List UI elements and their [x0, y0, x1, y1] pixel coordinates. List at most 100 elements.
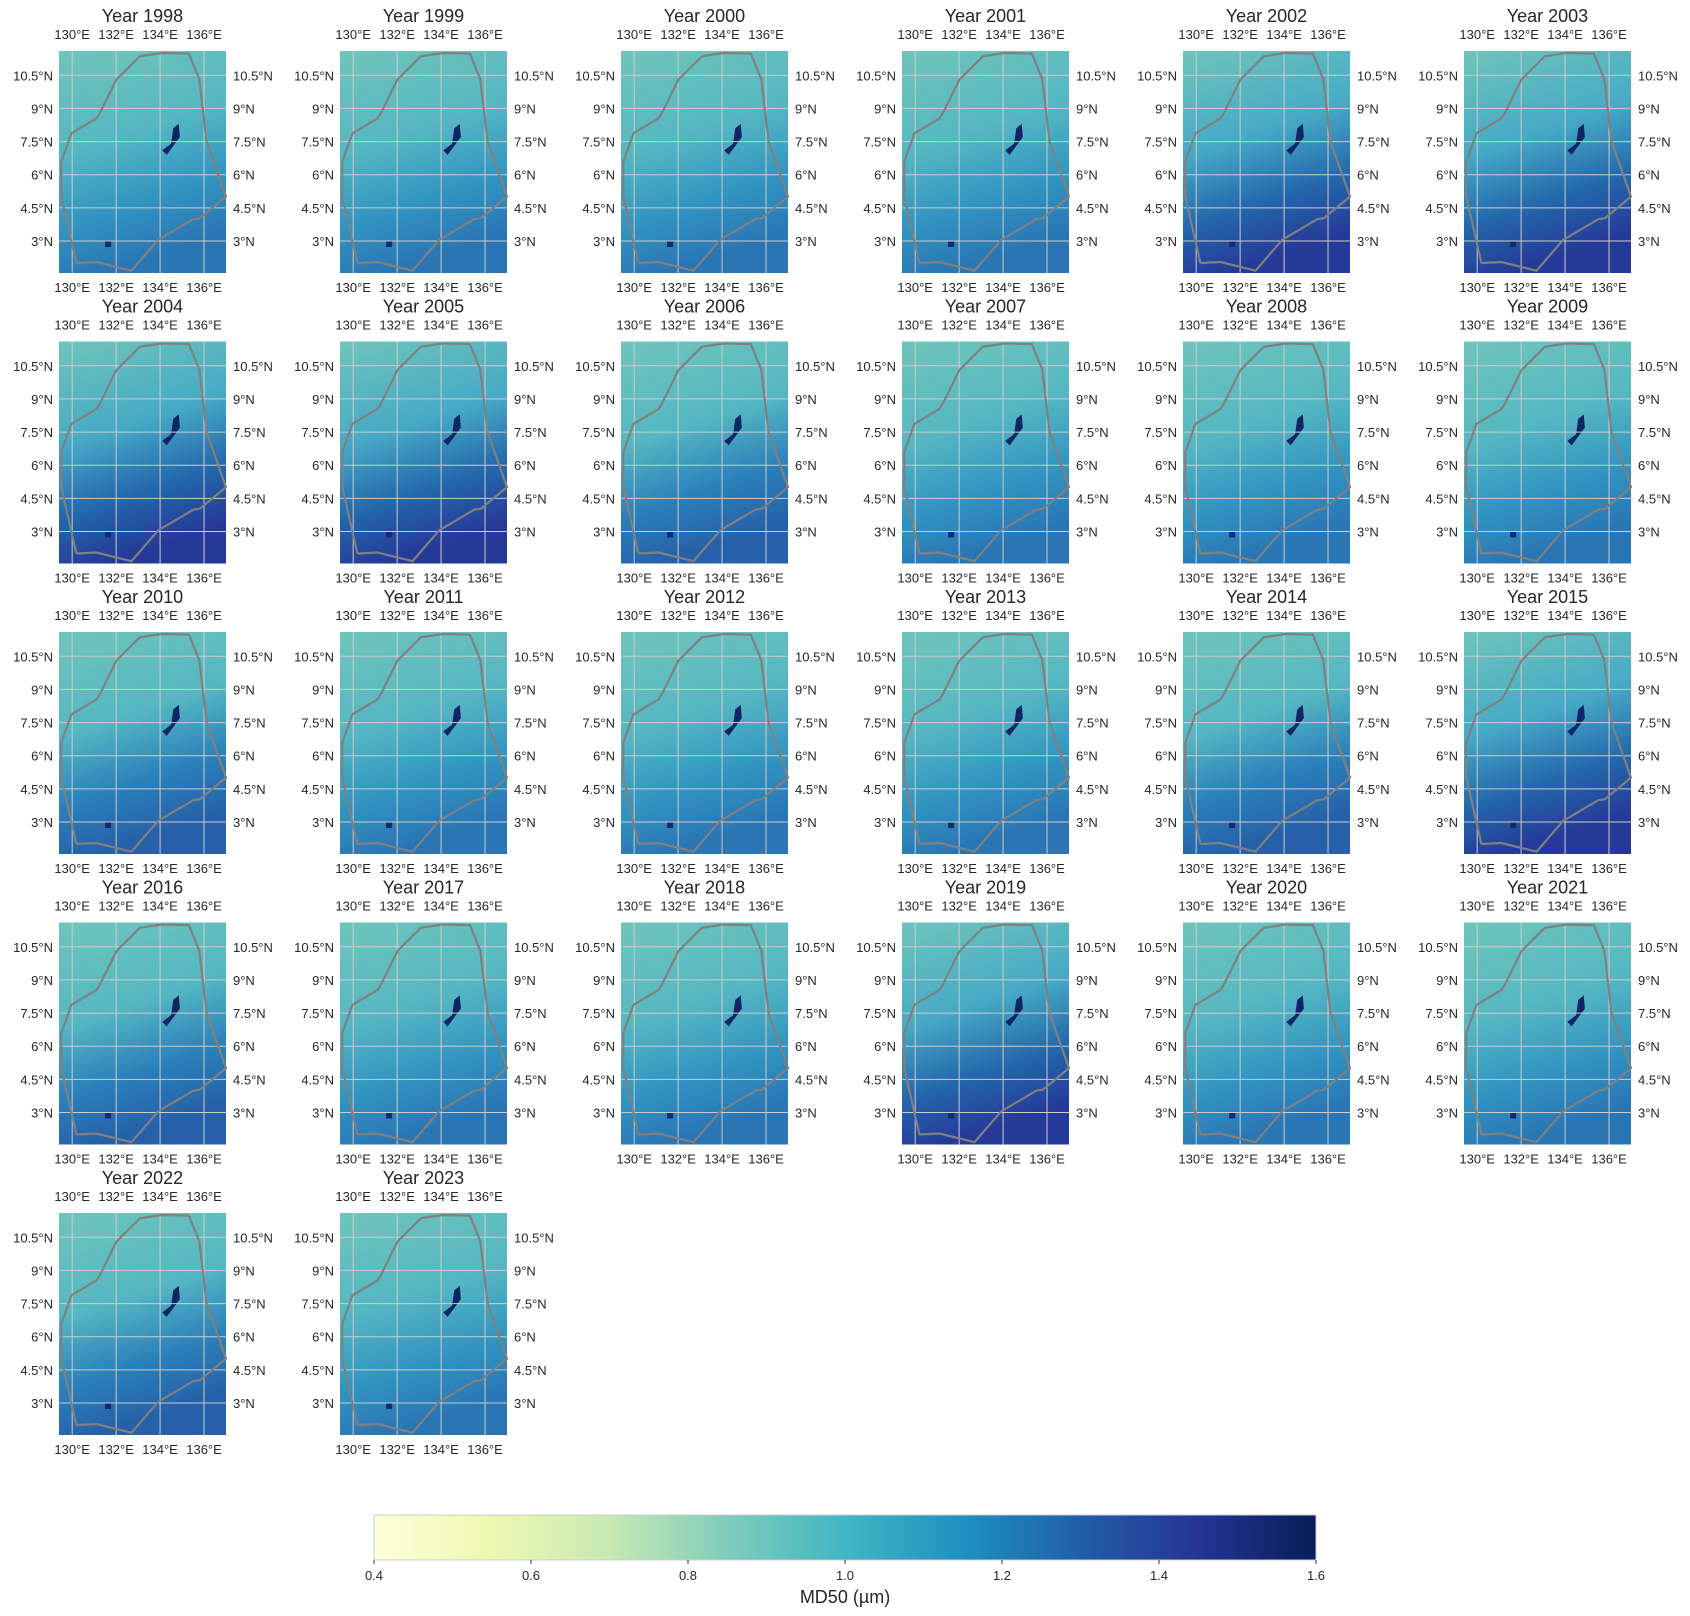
lon-tick-bottom: 134°E: [423, 280, 459, 295]
lat-tick-left: 4.5°N: [1144, 782, 1177, 797]
lat-tick-left: 4.5°N: [20, 782, 53, 797]
lat-tick-left: 6°N: [874, 458, 896, 473]
lat-tick-left: 10.5°N: [1418, 649, 1458, 664]
map-panel: Year 2014 130°E 130°E 132°E 132°E 134°E 134°E 1…: [1137, 587, 1397, 876]
lon-tick-top: 132°E: [1222, 899, 1258, 914]
island-patch: [667, 1112, 674, 1119]
lat-tick-right: 10.5°N: [1076, 940, 1116, 955]
lat-tick-left: 9°N: [1436, 973, 1458, 988]
lat-tick-right: 10.5°N: [514, 649, 554, 664]
lat-tick-left: 9°N: [1155, 392, 1177, 407]
panel-title: Year 2004: [102, 297, 183, 317]
lat-tick-left: 7.5°N: [863, 1006, 896, 1021]
lat-tick-right: 4.5°N: [514, 201, 547, 216]
lat-tick-left: 3°N: [874, 524, 896, 539]
lon-tick-bottom: 132°E: [660, 280, 696, 295]
lon-tick-bottom: 136°E: [1310, 1152, 1346, 1167]
map-panel: Year 2018 130°E 130°E 132°E 132°E 134°E 134°E 1…: [575, 878, 835, 1167]
lat-tick-right: 3°N: [1357, 1105, 1379, 1120]
lat-tick-left: 6°N: [312, 458, 334, 473]
lat-tick-right: 9°N: [795, 101, 817, 116]
lat-tick-right: 3°N: [233, 1396, 255, 1411]
low-value-patch: [1005, 414, 1023, 446]
lon-tick-bottom: 130°E: [897, 571, 933, 586]
lon-tick-bottom: 136°E: [748, 571, 784, 586]
lon-tick-bottom: 136°E: [186, 280, 222, 295]
lat-tick-left: 10.5°N: [575, 940, 615, 955]
lat-tick-left: 4.5°N: [20, 201, 53, 216]
lat-tick-right: 6°N: [514, 1330, 536, 1345]
lon-tick-bottom: 132°E: [1503, 861, 1539, 876]
md50-field: [902, 922, 1069, 1145]
lon-tick-bottom: 130°E: [335, 1442, 371, 1457]
lat-tick-right: 7.5°N: [1357, 425, 1390, 440]
lon-tick-bottom: 136°E: [186, 1152, 222, 1167]
lat-tick-right: 9°N: [795, 392, 817, 407]
panel-title: Year 2011: [383, 587, 463, 607]
lon-tick-bottom: 136°E: [1310, 861, 1346, 876]
low-value-patch: [162, 995, 180, 1027]
lon-tick-bottom: 132°E: [98, 1442, 134, 1457]
lon-tick-bottom: 136°E: [1029, 571, 1065, 586]
island-patch: [948, 240, 955, 247]
lon-tick-top: 130°E: [1178, 27, 1214, 42]
lon-tick-top: 136°E: [467, 899, 503, 914]
lat-tick-left: 9°N: [593, 392, 615, 407]
lat-tick-left: 10.5°N: [856, 359, 896, 374]
lat-tick-right: 7.5°N: [1638, 716, 1671, 731]
panel-title: Year 1998: [102, 6, 183, 26]
lat-tick-right: 7.5°N: [1638, 135, 1671, 150]
lat-tick-right: 4.5°N: [514, 1363, 547, 1378]
lon-tick-bottom: 132°E: [1222, 280, 1258, 295]
lon-tick-bottom: 134°E: [423, 571, 459, 586]
md50-field: [902, 51, 1069, 273]
lat-tick-right: 9°N: [233, 392, 255, 407]
lon-tick-top: 130°E: [54, 318, 90, 333]
lat-tick-right: 10.5°N: [795, 68, 835, 83]
island-patch: [1510, 240, 1517, 247]
lat-tick-left: 3°N: [874, 234, 896, 249]
lon-tick-top: 134°E: [985, 27, 1021, 42]
lon-tick-top: 132°E: [379, 608, 415, 623]
lat-tick-right: 3°N: [1076, 524, 1098, 539]
lon-tick-bottom: 132°E: [941, 280, 977, 295]
lat-tick-right: 3°N: [233, 815, 255, 830]
lon-tick-bottom: 134°E: [1547, 280, 1583, 295]
lat-tick-left: 4.5°N: [1425, 782, 1458, 797]
panel-title: Year 2003: [1507, 6, 1588, 26]
md50-field: [59, 922, 226, 1145]
lon-tick-bottom: 134°E: [423, 1442, 459, 1457]
region-boundary: [622, 632, 790, 853]
panel-title: Year 2001: [945, 6, 1026, 26]
lon-tick-bottom: 130°E: [54, 280, 90, 295]
lat-tick-left: 10.5°N: [575, 359, 615, 374]
lon-tick-bottom: 132°E: [379, 571, 415, 586]
low-value-patch: [443, 123, 461, 155]
lat-tick-right: 10.5°N: [233, 649, 273, 664]
lat-tick-left: 3°N: [312, 234, 334, 249]
island-patch: [1229, 531, 1236, 538]
lon-tick-top: 136°E: [1591, 608, 1627, 623]
lat-tick-right: 3°N: [795, 234, 817, 249]
lat-tick-right: 9°N: [1076, 101, 1098, 116]
island-patch: [105, 240, 112, 247]
lat-tick-right: 4.5°N: [514, 491, 547, 506]
lat-tick-left: 4.5°N: [301, 1363, 334, 1378]
lat-tick-right: 10.5°N: [1357, 68, 1397, 83]
region-boundary: [60, 51, 228, 272]
lat-tick-left: 7.5°N: [20, 135, 53, 150]
lon-tick-bottom: 136°E: [1591, 861, 1627, 876]
lon-tick-top: 134°E: [985, 318, 1021, 333]
lon-tick-top: 132°E: [1503, 27, 1539, 42]
lon-tick-top: 134°E: [142, 318, 178, 333]
lat-tick-left: 7.5°N: [1425, 135, 1458, 150]
lat-tick-right: 7.5°N: [795, 425, 828, 440]
panel-title: Year 2014: [1226, 587, 1307, 607]
lon-tick-bottom: 132°E: [98, 1152, 134, 1167]
lat-tick-left: 7.5°N: [20, 716, 53, 731]
lat-tick-left: 9°N: [312, 101, 334, 116]
lon-tick-bottom: 132°E: [379, 861, 415, 876]
lat-tick-right: 4.5°N: [233, 782, 266, 797]
island-patch: [105, 531, 112, 538]
panel-title: Year 2022: [102, 1168, 183, 1188]
